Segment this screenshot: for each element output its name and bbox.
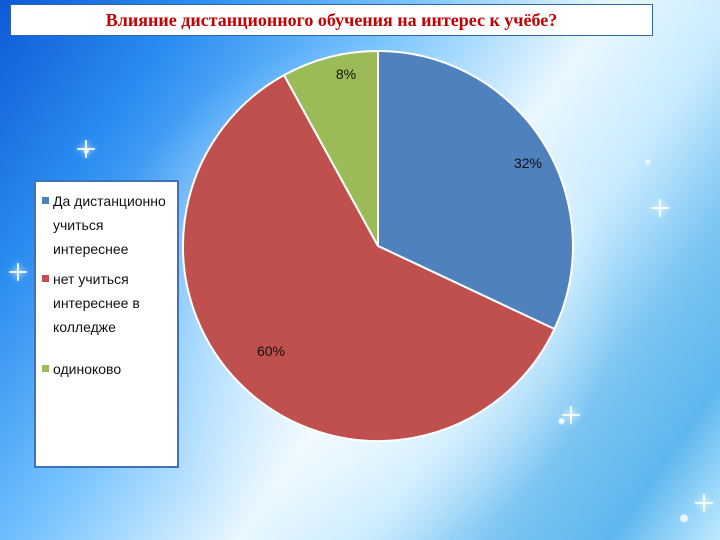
legend-item-no: нет учиться интереснее в колледже <box>42 267 173 339</box>
legend-item-same: одиноково <box>42 357 173 381</box>
pie-slice-2 <box>282 49 379 247</box>
pie-slice-1 <box>182 73 556 442</box>
data-label-1: 60% <box>257 343 285 359</box>
chart-title-box: Влияние дистанционного обучения на интер… <box>10 4 653 36</box>
data-label-0: 32% <box>514 155 542 171</box>
legend-swatch-same <box>42 365 49 372</box>
legend-item-yes: Да дистанционно учиться интереснее <box>42 189 173 261</box>
legend-label-yes: Да дистанционно учиться интереснее <box>53 193 166 257</box>
legend-swatch-no <box>42 275 49 282</box>
chart-title: Влияние дистанционного обучения на интер… <box>105 9 558 30</box>
legend-label-no: нет учиться интереснее в колледже <box>53 271 140 335</box>
legend-swatch-yes <box>42 197 49 204</box>
legend-label-same: одиноково <box>53 361 122 377</box>
pie-slice-0 <box>377 49 574 331</box>
chart-legend: Да дистанционно учиться интереснее нет у… <box>34 180 179 468</box>
data-label-2: 8% <box>336 66 356 82</box>
